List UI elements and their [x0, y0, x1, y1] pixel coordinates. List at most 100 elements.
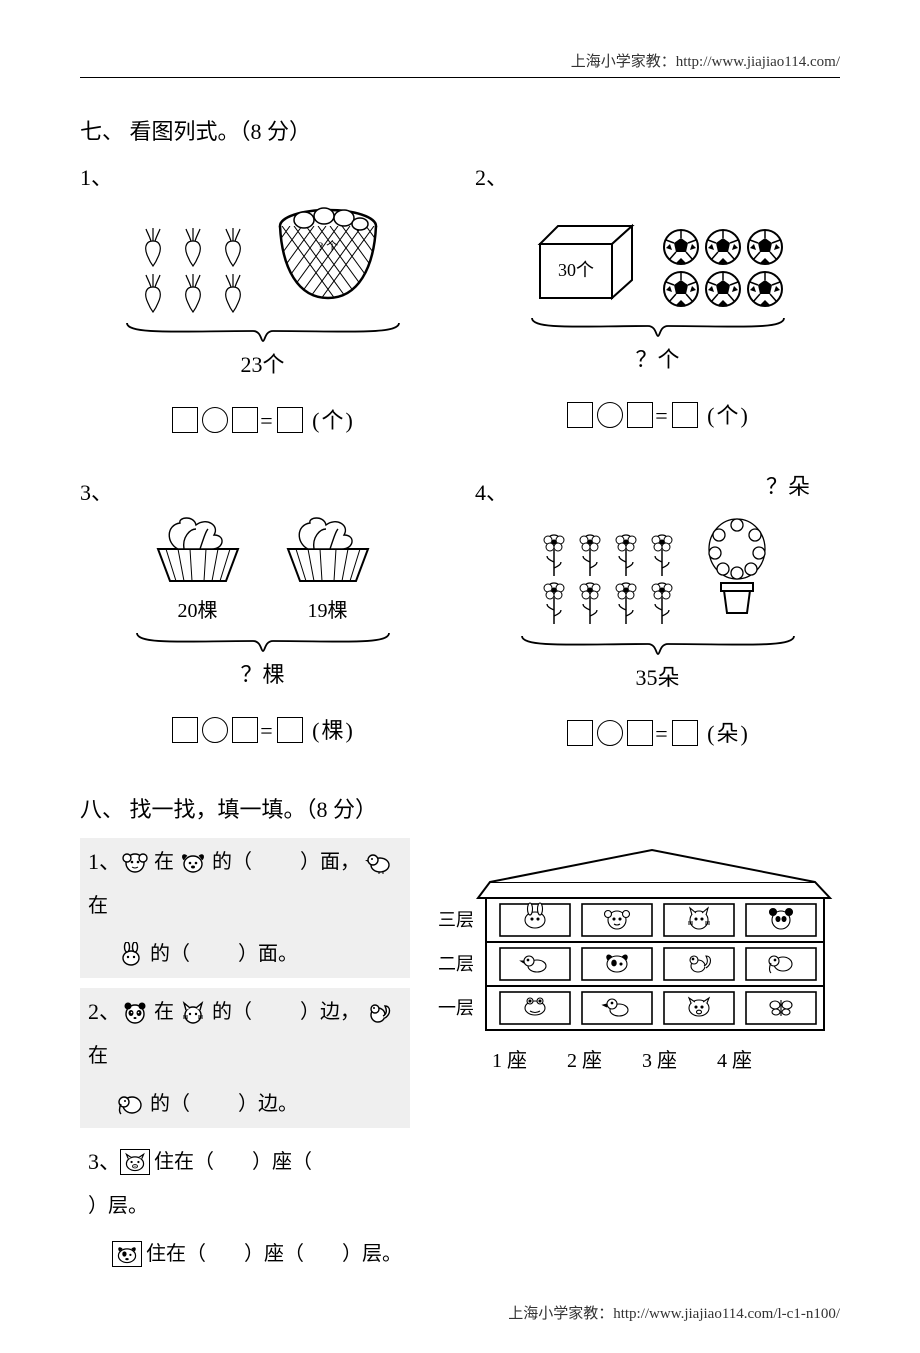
turnip-icon [178, 227, 208, 267]
blank-circle[interactable] [597, 402, 623, 428]
floor-label-3: 三层 [438, 910, 474, 930]
dog2-icon [112, 1241, 142, 1267]
cabbage-basket-icon: 20棵 [143, 513, 253, 623]
problem-3: 3、 20棵 [80, 475, 445, 748]
flower-pot-icon [697, 513, 777, 626]
soccer-ball-icon [746, 228, 784, 266]
problem-1: 1、 [80, 160, 445, 435]
elephant-icon [116, 1091, 146, 1117]
soccer-ball-icon [662, 228, 700, 266]
question8-2b: 的（ ）边。 [80, 1080, 410, 1128]
brace-icon [133, 629, 393, 655]
turnip-group [138, 227, 248, 313]
total-label: 23个 [80, 347, 445, 379]
building-diagram: 三层 二层 一层 [430, 838, 840, 1278]
problem4-figure [475, 513, 840, 626]
section8-title: 八、 找一找，填一填。（8 分） [80, 792, 840, 824]
box-label: 30个 [558, 260, 594, 280]
turnip-icon [218, 273, 248, 313]
footer-url: 上海小学家教：http://www.jiajiao114.com/l-c1-n1… [80, 1302, 840, 1323]
blank-square[interactable] [627, 402, 653, 428]
box-icon: 30个 [532, 218, 642, 308]
soccer-ball-icon [704, 270, 742, 308]
seat-label: 2 座 [567, 1044, 602, 1073]
floor-label-1: 一层 [438, 998, 474, 1018]
pig-icon [120, 1149, 150, 1175]
brace-icon [123, 319, 403, 345]
seat-label: 3 座 [642, 1044, 677, 1073]
equation-template: = (个) [475, 398, 840, 430]
total-label: ？个 [475, 342, 840, 374]
chick-icon [364, 849, 394, 875]
rabbit-icon [116, 941, 146, 967]
squirrel-icon [364, 999, 394, 1025]
seat-label: 4 座 [717, 1044, 752, 1073]
monkey-icon [120, 849, 150, 875]
question-label: ？朵 [766, 469, 810, 501]
unit-label: (朵) [707, 721, 750, 746]
flower-icon [575, 532, 605, 578]
problem1-figure: ? 个 [80, 198, 445, 313]
floor-label-2: 二层 [438, 954, 474, 974]
problem2-figure: 30个 [475, 198, 840, 308]
blank-square[interactable] [567, 402, 593, 428]
soccer-ball-icon [746, 270, 784, 308]
seat-label: 1 座 [492, 1044, 527, 1073]
problem3-figure: 20棵 19棵 [80, 513, 445, 623]
flower-icon [647, 532, 677, 578]
header-url: 上海小学家教：http://www.jiajiao114.com/ [80, 50, 840, 71]
blank-circle[interactable] [202, 407, 228, 433]
blank-square[interactable] [172, 717, 198, 743]
building-icon: 三层 二层 一层 [430, 838, 840, 1038]
unit-label: (个) [312, 408, 355, 433]
equation-template: = (棵) [80, 713, 445, 745]
flower-icon [539, 532, 569, 578]
turnip-icon [178, 273, 208, 313]
blank-square[interactable] [232, 717, 258, 743]
blank-square[interactable] [672, 720, 698, 746]
soccer-ball-group [662, 228, 784, 308]
blank-square[interactable] [567, 720, 593, 746]
turnip-icon [138, 273, 168, 313]
unit-label: (个) [707, 403, 750, 428]
cabbage-count-right: 19棵 [273, 594, 383, 623]
soccer-ball-icon [662, 270, 700, 308]
section8-questions: 1、 在 的（ ）面， 在 的（ ）面。 2、 在 的 [80, 838, 410, 1278]
flower-icon [611, 580, 641, 626]
unit-label: (棵) [312, 718, 355, 743]
blank-circle[interactable] [597, 720, 623, 746]
q-number: 1、 [88, 842, 116, 882]
equation-template: = (朵) [475, 716, 840, 748]
blank-square[interactable] [277, 407, 303, 433]
q-number: 3、 [88, 1142, 116, 1182]
total-label: 35朵 [475, 660, 840, 692]
basket-label: ? 个 [317, 239, 337, 253]
soccer-ball-icon [704, 228, 742, 266]
dog-icon [178, 849, 208, 875]
blank-square[interactable] [627, 720, 653, 746]
blank-square[interactable] [672, 402, 698, 428]
section8-body: 1、 在 的（ ）面， 在 的（ ）面。 2、 在 的 [80, 838, 840, 1278]
question8-1b: 的（ ）面。 [80, 930, 410, 978]
section7-grid: 1、 [80, 160, 840, 748]
problem-number: 1、 [80, 160, 445, 192]
question8-2: 2、 在 的（ ）边， 在 [80, 988, 410, 1080]
problem-number: 3、 [80, 475, 445, 507]
seat-labels: 1 座 2 座 3 座 4 座 [430, 1044, 840, 1073]
turnip-icon [138, 227, 168, 267]
cabbage-count-left: 20棵 [143, 594, 253, 623]
blank-square[interactable] [232, 407, 258, 433]
flower-icon [575, 580, 605, 626]
problem-2: 2、 30个 [475, 160, 840, 435]
question8-3: 3、 住在（ ）座（ ）层。 [80, 1138, 410, 1230]
flower-icon [539, 580, 569, 626]
blank-square[interactable] [172, 407, 198, 433]
panda-icon [120, 999, 150, 1025]
cabbage-basket-icon: 19棵 [273, 513, 383, 623]
q-number: 2、 [88, 992, 116, 1032]
blank-square[interactable] [277, 717, 303, 743]
blank-circle[interactable] [202, 717, 228, 743]
basket-icon: ? 个 [268, 198, 388, 313]
total-label: ？棵 [80, 657, 445, 689]
question8-1: 1、 在 的（ ）面， 在 [80, 838, 410, 930]
